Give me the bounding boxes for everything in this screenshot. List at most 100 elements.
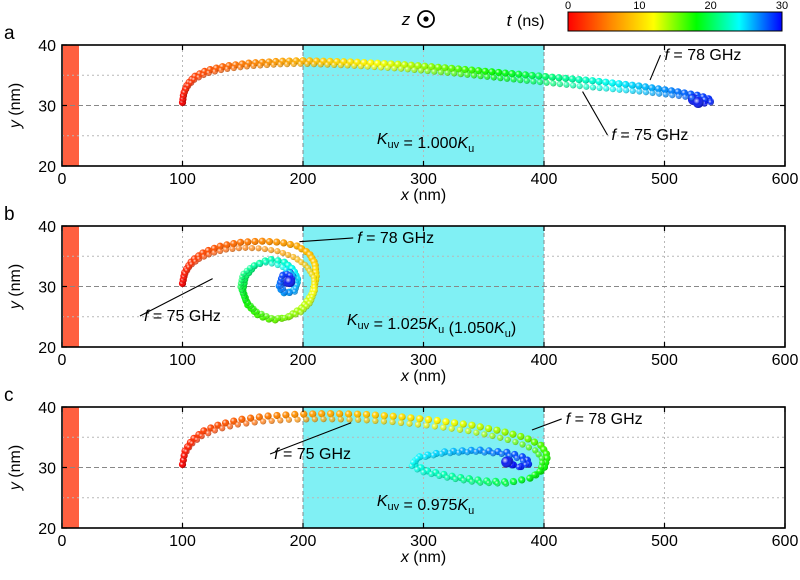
trajectory-point-shade bbox=[523, 77, 530, 84]
trajectory-point-shade bbox=[244, 238, 252, 246]
trajectory-point-shade bbox=[264, 412, 272, 420]
kuv-label-part: ) bbox=[511, 320, 516, 337]
annotation-label: f = 78 GHz bbox=[566, 411, 643, 428]
trajectory-point-shade bbox=[274, 248, 281, 255]
trajectory-point-shade bbox=[193, 436, 201, 443]
y-tick-label: 20 bbox=[38, 340, 56, 357]
trajectory-point-shade bbox=[589, 84, 597, 91]
annotation-value: = 75 GHz bbox=[148, 308, 220, 325]
x-tick-label: 600 bbox=[772, 352, 799, 369]
trajectory-point-shade bbox=[423, 422, 430, 429]
x-tick-label: 200 bbox=[290, 171, 317, 188]
y-tick-label: 40 bbox=[38, 219, 56, 236]
x-axis-label: x (nm) bbox=[400, 549, 446, 566]
trajectory-point-shade bbox=[649, 89, 656, 97]
trajectory-point-shade bbox=[517, 77, 524, 84]
trajectory-point-shade bbox=[283, 61, 291, 68]
trajectory-point-shade bbox=[459, 420, 467, 428]
trajectory-point-shade bbox=[501, 428, 509, 436]
kuv-label: Kuv = 0.975Ku bbox=[377, 493, 474, 517]
y-axis-var: y bbox=[7, 481, 24, 491]
trajectory-point-shade bbox=[251, 419, 258, 426]
trajectory-point-shade bbox=[522, 461, 529, 468]
trajectory-point-shade bbox=[372, 417, 379, 425]
trajectory-point-shade bbox=[287, 313, 294, 320]
trajectory-point-shade bbox=[290, 60, 297, 68]
trajectory-point-shade bbox=[517, 432, 525, 441]
x-tick-label: 500 bbox=[651, 352, 678, 369]
trajectory-point-shade bbox=[468, 421, 476, 429]
trajectory-point-shade bbox=[309, 410, 317, 418]
x-tick-label: 500 bbox=[651, 171, 678, 188]
trajectory-point-shade bbox=[555, 74, 563, 82]
annotation-var: f bbox=[566, 411, 572, 428]
trajectory-point-shade bbox=[430, 452, 437, 459]
trajectory-point-shade bbox=[528, 71, 536, 80]
y-axis-unit: (nm) bbox=[7, 445, 24, 482]
trajectory-point-shade bbox=[465, 428, 472, 435]
trajectory-point-shade bbox=[303, 416, 310, 423]
trajectory-point-shade bbox=[583, 83, 590, 90]
trajectory-point-shade bbox=[331, 61, 338, 69]
trajectory-point-shade bbox=[707, 99, 714, 106]
trajectory-point-shade bbox=[364, 63, 371, 70]
kuv-label-part: u bbox=[468, 505, 474, 517]
trajectory-point-shade bbox=[235, 245, 242, 252]
x-axis-var: x bbox=[400, 549, 410, 566]
trajectory-point-shade bbox=[461, 65, 469, 74]
kuv-label-part: (1.050 bbox=[444, 320, 494, 337]
trajectory-point-shade bbox=[256, 260, 264, 268]
trajectory-point-shade bbox=[237, 64, 244, 71]
trajectory-point-shade bbox=[498, 450, 505, 458]
trajectory-point-shade bbox=[541, 72, 550, 81]
trajectory-point-shade bbox=[297, 60, 304, 67]
trajectory-point-shade bbox=[444, 69, 451, 76]
trajectory-point-shade bbox=[300, 410, 308, 418]
trajectory-point-shade bbox=[324, 61, 331, 68]
trajectory-point-shade bbox=[654, 85, 663, 93]
trajectory-point-shade bbox=[484, 424, 493, 433]
annotation-var: f bbox=[357, 230, 363, 247]
x-tick-label: 400 bbox=[531, 352, 558, 369]
trajectory-point-shade bbox=[524, 435, 532, 443]
trajectory-point-shade bbox=[536, 79, 544, 86]
trajectory-point-shade bbox=[273, 411, 281, 420]
trajectory-point-shade bbox=[255, 245, 262, 252]
trajectory-point-shade bbox=[353, 410, 362, 418]
trajectory-point-shade bbox=[263, 313, 270, 320]
kuv-label-part: = 1.000 bbox=[399, 135, 457, 152]
trajectory-point-shade bbox=[456, 426, 464, 433]
trajectory-point-shade bbox=[247, 414, 255, 422]
trajectory-point-shade bbox=[250, 62, 257, 69]
trajectory-point-shade bbox=[510, 478, 518, 486]
trajectory-point-shade bbox=[261, 245, 269, 253]
trajectory-point-shade bbox=[344, 62, 351, 69]
trajectory-point-shade bbox=[273, 238, 281, 246]
trajectory-point-shade bbox=[424, 67, 431, 75]
trajectory-point-shade bbox=[357, 63, 365, 70]
trajectory-point-shade bbox=[277, 61, 284, 68]
trajectory-point-shade bbox=[510, 76, 517, 83]
x-tick-label: 600 bbox=[772, 533, 799, 550]
colorbar-unit: (ns) bbox=[517, 13, 545, 30]
trajectory-point-shade bbox=[452, 475, 459, 483]
trajectory-point-shade bbox=[509, 430, 517, 438]
out-of-plane-dot bbox=[423, 16, 429, 22]
trajectory-point-shade bbox=[662, 91, 669, 98]
trajectory-point-shade bbox=[398, 413, 406, 421]
trajectory-point-shade bbox=[464, 449, 471, 456]
field-direction-label: z bbox=[401, 10, 411, 29]
trajectory-point-shade bbox=[279, 249, 286, 257]
annotation-var: f bbox=[274, 446, 280, 463]
trajectory-point-shade bbox=[682, 93, 689, 100]
trajectory-point-shade bbox=[497, 75, 504, 82]
trajectory-point-shade bbox=[481, 431, 488, 438]
trajectory-point-shade bbox=[198, 433, 205, 440]
trajectory-point-shade bbox=[422, 453, 429, 461]
trajectory-point-shade bbox=[476, 423, 484, 431]
trajectory-point-shade bbox=[550, 80, 557, 87]
trajectory-point-shade bbox=[504, 436, 511, 444]
x-tick-label: 100 bbox=[169, 171, 196, 188]
